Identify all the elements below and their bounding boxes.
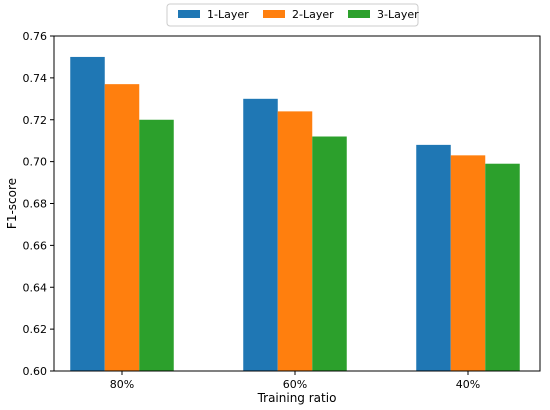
bar-2-layer-0 [104,84,140,371]
legend-label-2-layer: 2-Layer [292,8,334,21]
y-axis: 0.60 0.62 0.64 0.66 0.68 0.70 0.72 0.74 0.76 [23,30,54,378]
bar-1-layer-2 [416,144,451,371]
y-tick-label: 0.70 [23,156,48,169]
x-axis-label: Training ratio [257,391,337,405]
y-tick-label: 0.68 [23,198,48,211]
y-tick-label: 0.66 [23,239,48,252]
bar-2-layer-2 [450,155,486,371]
y-tick-label: 0.74 [23,72,48,85]
bar-1-layer-1 [243,98,278,371]
bar-3-layer-2 [485,163,520,371]
legend: 1-Layer 2-Layer 3-Layer [166,3,419,27]
bar-2-layer-1 [277,111,313,371]
x-tick-label: 80% [110,378,134,391]
legend-label-1-layer: 1-Layer [207,8,249,21]
bar-3-layer-1 [312,136,347,371]
y-tick-label: 0.60 [23,365,48,378]
legend-label-3-layer: 3-Layer [377,8,419,21]
bars [70,56,520,371]
bar-3-layer-0 [139,119,174,371]
y-tick-label: 0.62 [23,323,48,336]
y-tick-label: 0.76 [23,30,48,43]
x-tick-label: 40% [456,378,480,391]
legend-swatch-2-layer [263,10,285,18]
y-tick-label: 0.72 [23,114,48,127]
legend-swatch-1-layer [178,10,200,18]
legend-box [166,3,419,27]
legend-swatch-3-layer [348,10,370,18]
bar-1-layer-0 [70,56,105,371]
y-axis-label: F1-score [5,178,19,229]
y-tick-label: 0.64 [23,281,48,294]
x-axis: 80% 60% 40% [110,371,480,391]
x-tick-label: 60% [283,378,307,391]
